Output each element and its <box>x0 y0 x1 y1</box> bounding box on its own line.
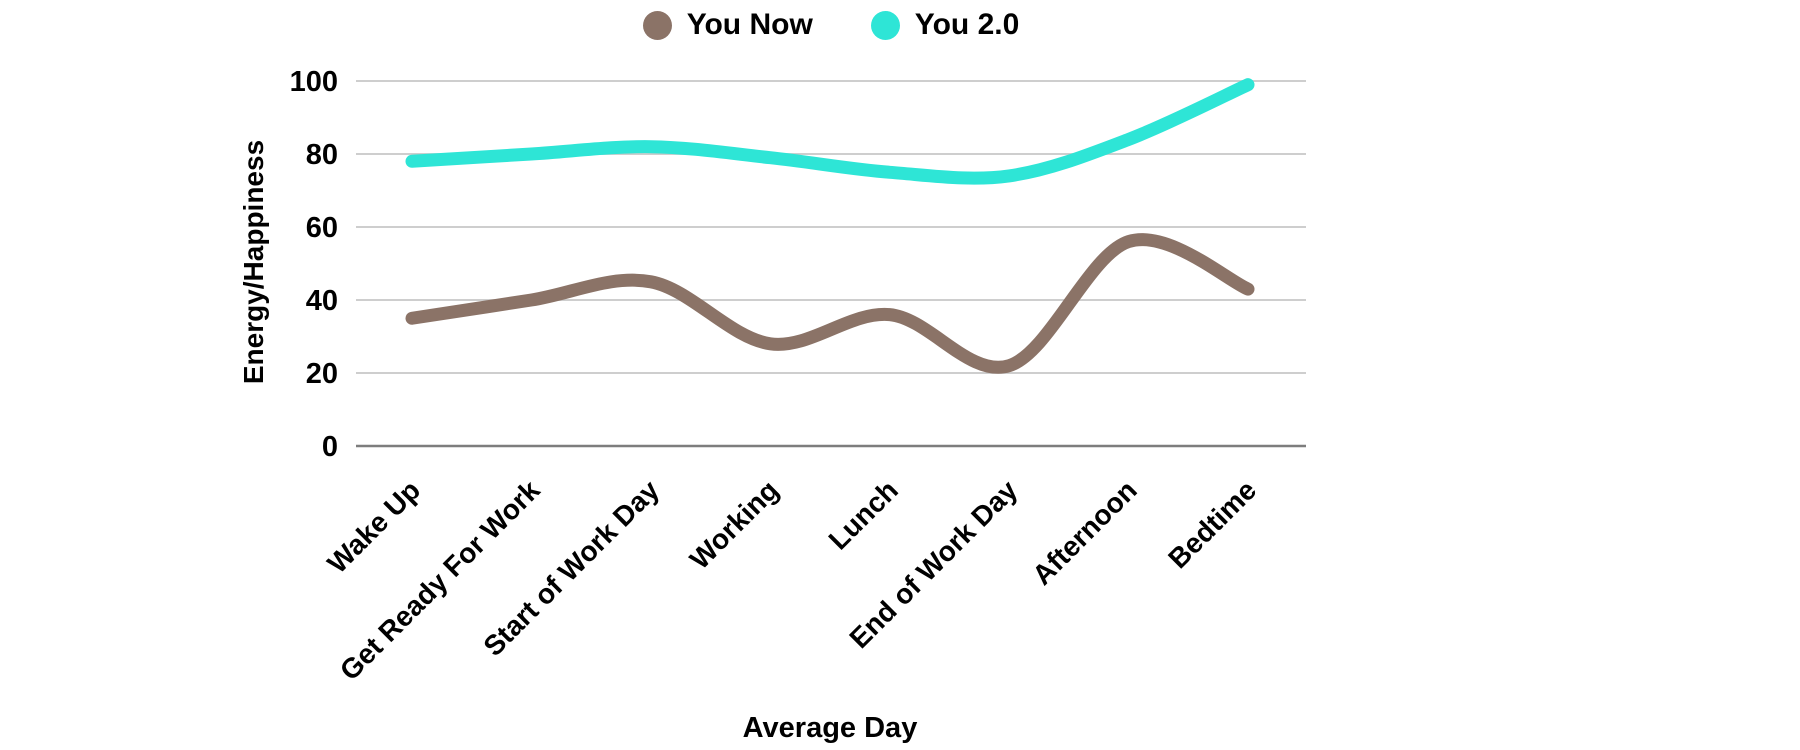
x-tick-label: Working <box>684 474 785 575</box>
y-tick-label: 80 <box>306 139 338 171</box>
y-tick-labels: 0 20 40 60 80 100 <box>290 66 338 463</box>
x-tick-label: Get Ready For Work <box>334 474 546 686</box>
legend: You Now You 2.0 <box>356 10 1306 40</box>
legend-label-you-2-0: You 2.0 <box>914 8 1020 41</box>
x-tick-label: Afternoon <box>1026 474 1143 591</box>
y-tick-label: 60 <box>306 212 338 244</box>
x-tick-label: Bedtime <box>1162 474 1262 574</box>
you-2-0-dot-icon <box>870 10 900 40</box>
y-tick-label: 40 <box>306 285 338 317</box>
y-tick-label: 0 <box>322 431 338 463</box>
y-tick-label: 20 <box>306 358 338 390</box>
legend-label-you-now: You Now <box>686 8 813 41</box>
legend-item-you-2-0: You 2.0 <box>870 8 1020 41</box>
x-axis-title: Average Day <box>742 712 918 744</box>
line-you-2-0 <box>405 78 1255 185</box>
you-now-dot-icon <box>642 10 672 40</box>
gridlines <box>356 80 1306 448</box>
y-tick-label: 100 <box>290 66 338 98</box>
x-tick-label: Lunch <box>823 474 904 555</box>
x-tick-label: Wake Up <box>321 474 426 579</box>
legend-item-you-now: You Now <box>642 8 813 41</box>
line-you-now <box>405 233 1255 374</box>
